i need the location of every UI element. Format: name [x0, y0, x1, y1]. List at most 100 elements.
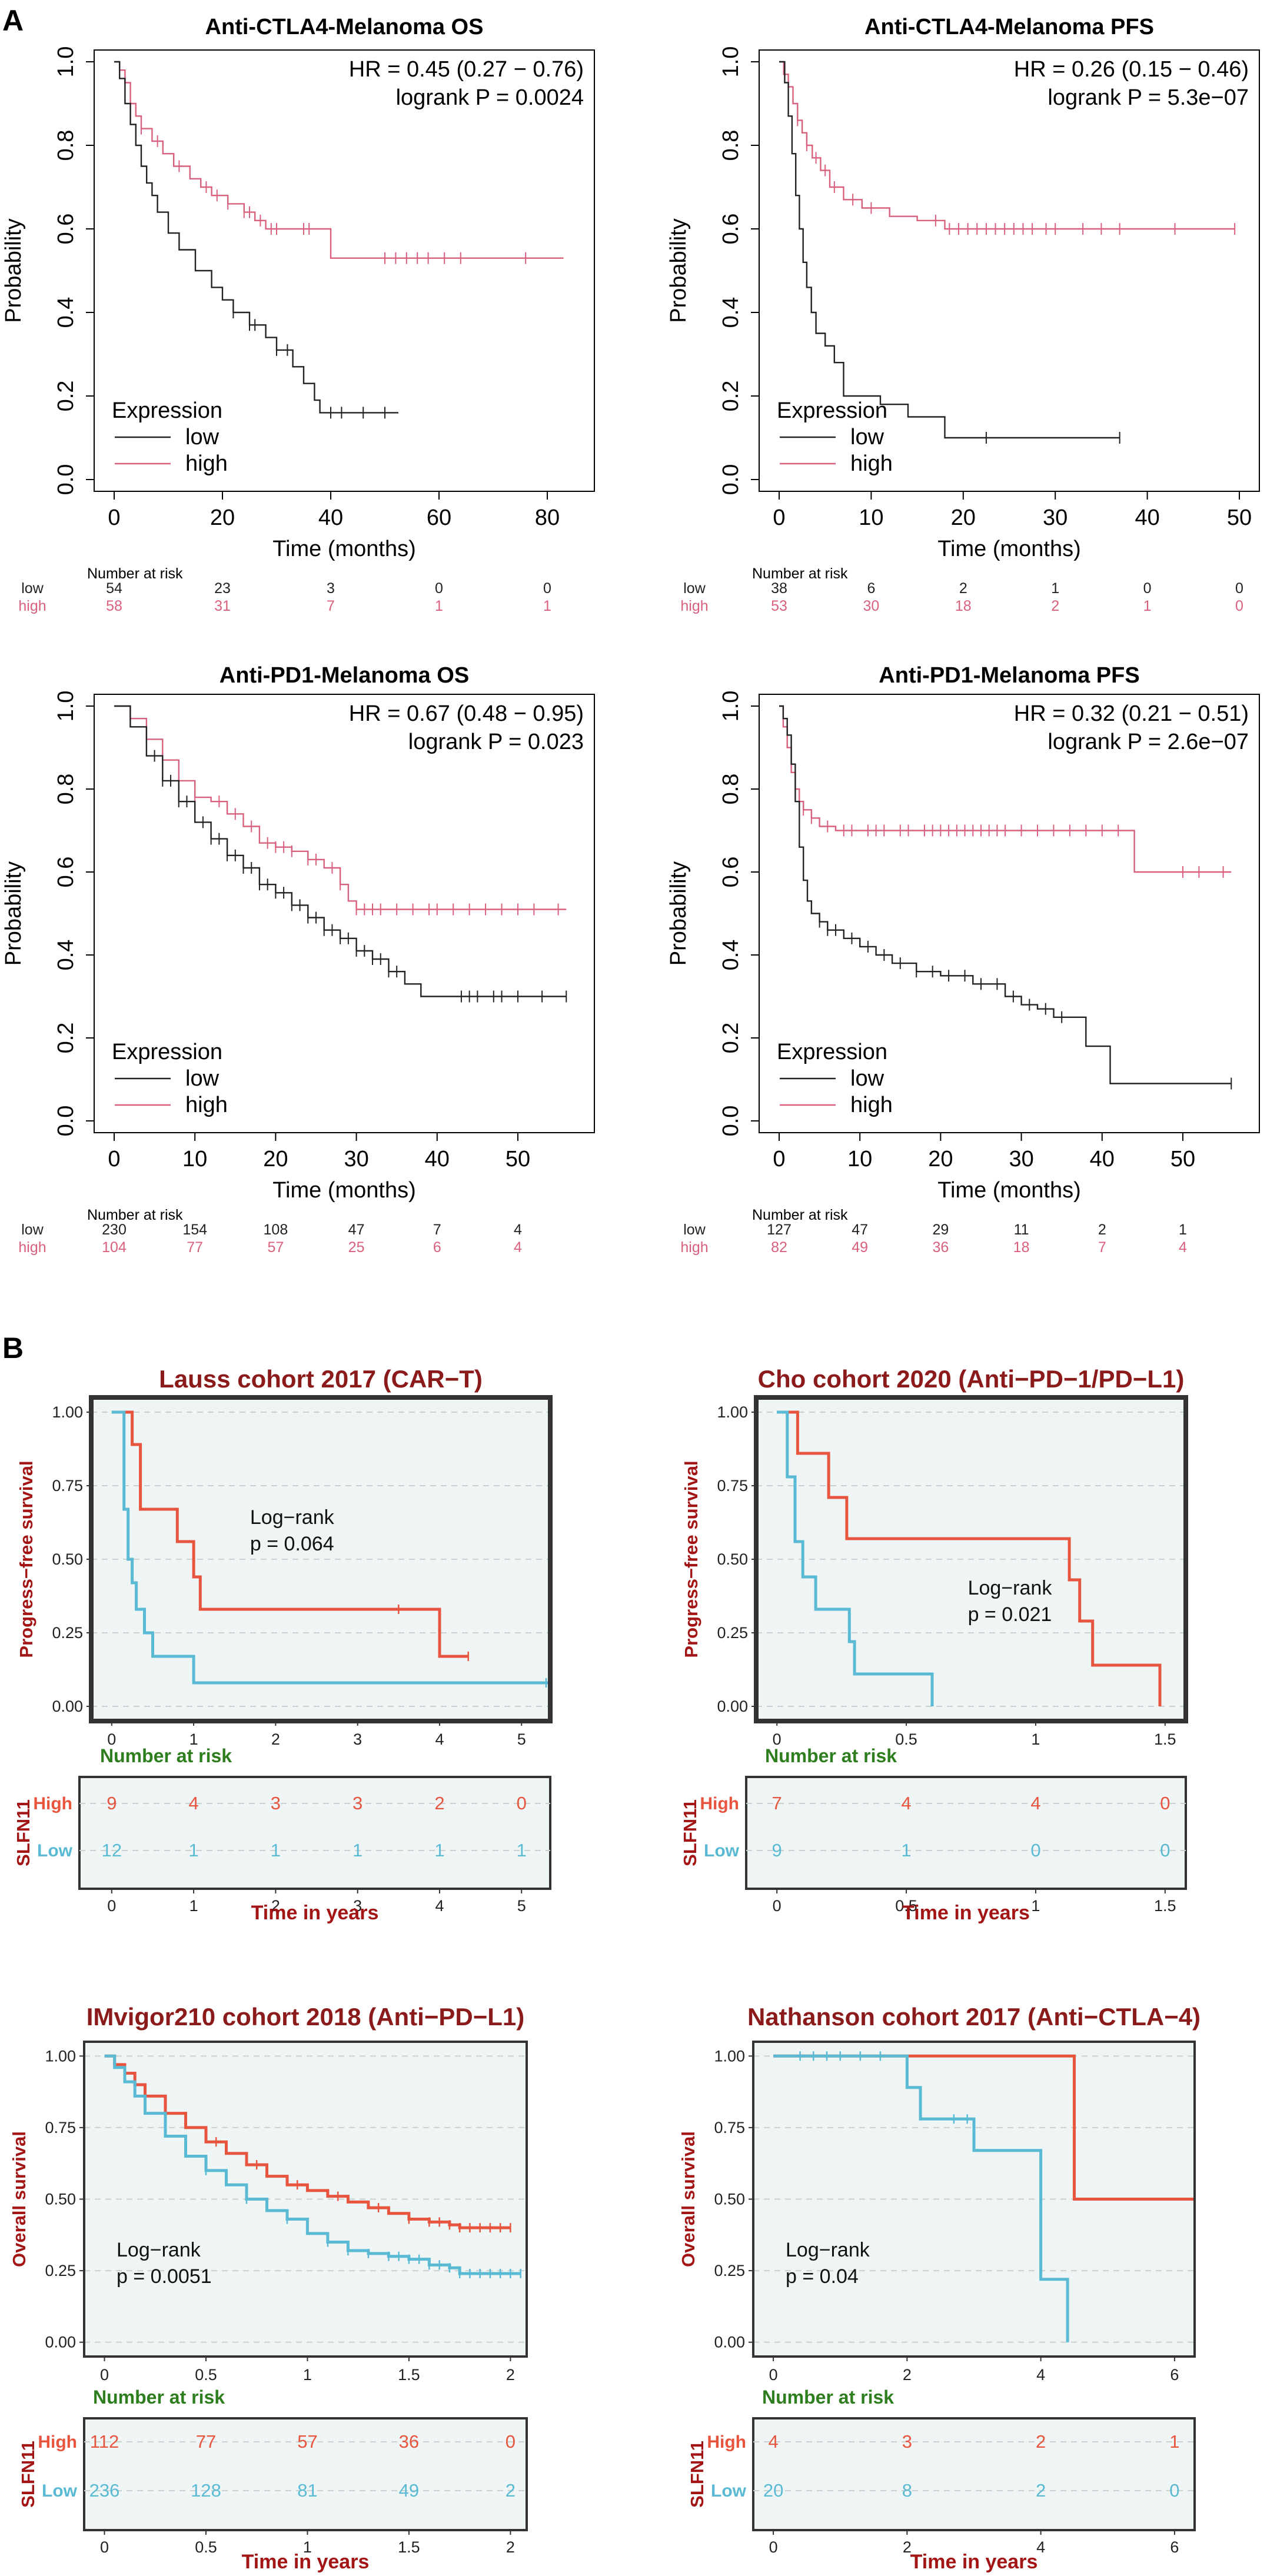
- risk-count-low: 2: [959, 580, 967, 597]
- logrank-label: Log−rank: [786, 2239, 870, 2261]
- risk-count-high: 4: [514, 1239, 522, 1256]
- y-tick-label: 0.2: [719, 381, 743, 412]
- risk-count-high: 0: [1235, 598, 1243, 614]
- hazard-ratio-text: HR = 0.26 (0.15 − 0.46): [1014, 57, 1249, 82]
- risk-row-label-high: High: [38, 2432, 77, 2452]
- logrank-p-text: logrank P = 0.023: [408, 730, 584, 754]
- risk-group-label: SLFN11: [687, 2441, 707, 2508]
- risk-count-low: 230: [102, 1222, 127, 1238]
- x-tick-label: 20: [928, 1147, 953, 1171]
- x-tick-label: 0: [773, 505, 785, 530]
- y-axis-label: Overall survival: [9, 2131, 29, 2267]
- risk-x-tick-label: 1: [1031, 1897, 1040, 1915]
- y-tick-label: 1.00: [45, 2047, 76, 2065]
- risk-count-high: 57: [297, 2431, 317, 2452]
- logrank-p-text: logrank P = 2.6e−07: [1047, 730, 1249, 754]
- risk-count-low: 2: [506, 2480, 516, 2501]
- x-axis-label: Time (months): [272, 1178, 416, 1203]
- y-tick-label: 0.75: [717, 1477, 748, 1495]
- risk-row-label-high: high: [18, 1239, 46, 1256]
- y-axis-label: Probability: [1, 861, 26, 966]
- risk-count-low: 6: [867, 580, 875, 597]
- x-tick-label: 4: [435, 1730, 444, 1748]
- risk-count-low: 23: [214, 580, 231, 597]
- hazard-ratio-text: HR = 0.32 (0.21 − 0.51): [1014, 701, 1249, 726]
- logrank-p-text: logrank P = 0.0024: [396, 85, 584, 110]
- logrank-label: Log−rank: [250, 1506, 335, 1529]
- risk-x-tick-label: 0: [107, 1897, 116, 1915]
- chart-a3: Anti-PD1-Melanoma OS HR = 0.67 (0.48 − 0.…: [1, 663, 595, 1256]
- x-tick-label: 0: [107, 1730, 116, 1748]
- risk-row-label-low: Low: [711, 2481, 747, 2501]
- y-tick-label: 0.2: [719, 1023, 743, 1054]
- risk-count-low: 54: [106, 580, 122, 597]
- x-tick-label: 4: [1036, 2366, 1045, 2384]
- risk-x-tick-label: 0: [100, 2538, 109, 2556]
- x-tick-label: 60: [427, 505, 451, 530]
- legend-title: Expression: [777, 1040, 887, 1064]
- x-axis-label: Time in years: [902, 1902, 1030, 1924]
- risk-count-low: 47: [348, 1222, 365, 1238]
- chart-b1: Lauss cohort 2017 (CAR−T) Log−rank p = 0.0…: [13, 1365, 553, 1924]
- risk-table-box: [745, 1776, 1187, 1890]
- km-curve-low: [779, 61, 1120, 439]
- number-at-risk-title: Number at risk: [762, 2387, 894, 2408]
- risk-count-low: 108: [264, 1222, 288, 1238]
- km-curve-high: [111, 1410, 468, 1658]
- plot-frame: [759, 694, 1260, 1133]
- km-curve-high: [777, 1410, 1162, 1706]
- risk-count-low: 1: [434, 1840, 444, 1861]
- risk-count-high: 36: [932, 1239, 949, 1256]
- chart-b3: IMvigor210 cohort 2018 (Anti−PD−L1) Log−r…: [9, 2003, 528, 2573]
- number-at-risk-title: Number at risk: [93, 2387, 225, 2408]
- chart-title: Lauss cohort 2017 (CAR−T): [159, 1365, 483, 1393]
- chart-b4: Nathanson cohort 2017 (Anti−CTLA−4) Log−r…: [678, 2003, 1201, 2573]
- y-tick-label: 0.50: [45, 2191, 76, 2208]
- number-at-risk-title: Number at risk: [100, 1745, 232, 1766]
- x-tick-label: 0.5: [895, 1730, 917, 1748]
- risk-count-high: 18: [1013, 1239, 1030, 1256]
- y-tick-label: 0.8: [719, 774, 743, 805]
- risk-count-low: 20: [763, 2480, 783, 2501]
- risk-count-high: 0: [1160, 1793, 1170, 1813]
- y-tick-label: 0.6: [54, 857, 78, 888]
- km-curve-low: [114, 61, 398, 414]
- number-at-risk-title: Number at risk: [765, 1745, 897, 1766]
- risk-count-high: 104: [102, 1239, 127, 1256]
- chart-title: Anti-PD1-Melanoma OS: [220, 663, 469, 688]
- risk-count-high: 58: [106, 598, 122, 614]
- risk-count-low: 1: [1179, 1222, 1187, 1238]
- legend-title: Expression: [777, 398, 887, 423]
- km-curve-high: [114, 61, 564, 259]
- risk-row-label-high: high: [18, 598, 46, 614]
- logrank-label: Log−rank: [968, 1577, 1053, 1599]
- risk-count-low: 0: [1160, 1840, 1170, 1861]
- legend-label-high: high: [850, 1093, 893, 1117]
- risk-x-tick-label: 2: [903, 2538, 912, 2556]
- y-tick-label: 0.4: [719, 297, 743, 328]
- y-tick-label: 0.00: [717, 1698, 748, 1715]
- risk-x-tick-label: 0.5: [895, 1897, 917, 1915]
- risk-row-label-high: high: [680, 1239, 708, 1256]
- risk-count-low: 0: [1030, 1840, 1040, 1861]
- risk-count-high: 82: [771, 1239, 787, 1256]
- y-tick-label: 0.25: [45, 2262, 76, 2279]
- y-tick-label: 0.6: [54, 214, 78, 245]
- plot-background: [84, 2042, 527, 2357]
- y-axis-label: Progress−free survival: [16, 1460, 36, 1658]
- risk-count-high: 0: [517, 1793, 527, 1813]
- risk-row-label-low: Low: [42, 2481, 78, 2501]
- legend-label-low: low: [850, 1066, 884, 1091]
- risk-count-high: 6: [433, 1239, 441, 1256]
- legend-title: Expression: [112, 1040, 222, 1064]
- chart-title: Anti-CTLA4-Melanoma OS: [205, 15, 484, 39]
- risk-count-low: 0: [543, 580, 551, 597]
- risk-count-low: 0: [1143, 580, 1152, 597]
- risk-x-tick-label: 0.5: [195, 2538, 217, 2556]
- risk-count-high: 3: [353, 1793, 363, 1813]
- plot-frame: [94, 49, 595, 492]
- x-tick-label: 2: [506, 2366, 515, 2384]
- risk-count-low: 12: [102, 1840, 122, 1861]
- risk-count-high: 2: [1036, 2431, 1046, 2452]
- risk-count-high: 9: [107, 1793, 117, 1813]
